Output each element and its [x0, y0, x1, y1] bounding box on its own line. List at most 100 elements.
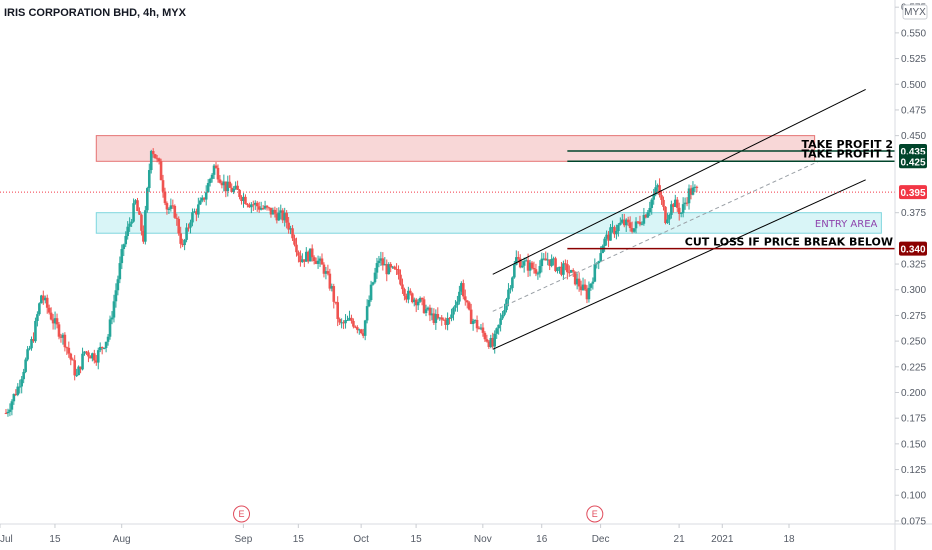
- candle-body: [14, 393, 18, 395]
- candle-body: [487, 341, 491, 347]
- candle-body: [389, 264, 392, 268]
- candle-body: [185, 227, 188, 240]
- candle-body: [371, 282, 375, 285]
- candle-body: [146, 188, 149, 211]
- candle-body: [646, 212, 650, 218]
- candle-body: [440, 317, 444, 320]
- candle-body: [242, 196, 245, 202]
- candle-body: [357, 329, 361, 331]
- candle-body: [540, 258, 544, 267]
- candle-body: [332, 286, 336, 302]
- currency-label: MYX: [904, 7, 926, 18]
- candle-body: [538, 266, 542, 274]
- candle-body: [250, 204, 253, 208]
- candle-body: [568, 272, 571, 274]
- candle-body: [34, 320, 37, 342]
- candle-body: [603, 238, 606, 247]
- earnings-event-label: E: [592, 509, 598, 519]
- candle-body: [662, 199, 665, 207]
- candle-body: [564, 263, 567, 265]
- candle-body: [77, 366, 80, 376]
- channel-lower-line: [492, 179, 866, 350]
- candle-body: [481, 327, 485, 333]
- candle-body: [53, 318, 57, 324]
- candle-body: [391, 266, 394, 268]
- candle-body: [471, 320, 475, 324]
- candle-body: [299, 255, 302, 263]
- candle-body: [681, 204, 685, 213]
- candle-body: [271, 209, 275, 215]
- candle-body: [522, 261, 526, 266]
- candle-body: [463, 296, 467, 301]
- candle-body: [672, 204, 675, 207]
- candle-body: [244, 196, 247, 205]
- candle-body: [10, 401, 14, 410]
- candle-body: [151, 151, 155, 155]
- candle-body: [346, 319, 349, 321]
- candle-body: [361, 333, 365, 336]
- price-axis[interactable]: 0.5750.5500.5250.5000.4750.4500.3750.325…: [895, 3, 926, 528]
- candle-body: [273, 209, 277, 214]
- candle-body: [314, 261, 318, 264]
- candle-body: [67, 347, 71, 354]
- candle-body: [212, 165, 216, 175]
- candle-body: [263, 205, 267, 209]
- y-tick-label: 0.100: [901, 491, 926, 502]
- level-badge: [899, 241, 927, 256]
- candle-body: [330, 286, 334, 289]
- candle-body: [426, 307, 430, 310]
- x-tick-label: Nov: [474, 534, 492, 545]
- candle-body: [338, 318, 341, 323]
- candle-body: [695, 186, 699, 188]
- candle-body: [240, 196, 243, 202]
- currency-box[interactable]: MYX: [902, 4, 928, 20]
- candle-body: [130, 221, 133, 224]
- candle-body: [556, 267, 559, 272]
- candle-body: [352, 320, 355, 327]
- candle-body: [622, 219, 626, 226]
- time-axis[interactable]: Jul 15 Aug Sep 15 Oct 15 Nov 16 Dec 21 2021 18: [0, 524, 795, 545]
- x-tick-label: 15: [411, 534, 423, 545]
- candle-body: [40, 295, 43, 304]
- level-label: TAKE PROFIT 2: [801, 138, 893, 151]
- candle-body: [57, 324, 61, 337]
- candle-body: [648, 207, 652, 213]
- candle-body: [281, 210, 285, 221]
- candle-body: [403, 289, 406, 296]
- current-price-value: 0.395: [900, 188, 925, 199]
- candle-body: [548, 259, 551, 266]
- candle-body: [179, 233, 182, 244]
- candle-body: [73, 360, 76, 376]
- candle-body: [238, 189, 241, 197]
- candle-body: [316, 260, 320, 264]
- candle-body: [644, 214, 648, 218]
- candle-body: [534, 269, 538, 274]
- candle-body: [18, 386, 22, 388]
- candle-body: [293, 238, 296, 245]
- candle-body: [324, 271, 328, 274]
- candle-body: [575, 278, 579, 285]
- candle-body: [577, 278, 581, 287]
- candle-body: [597, 261, 601, 264]
- candle-body: [200, 197, 204, 201]
- candle-body: [638, 221, 642, 225]
- candle-body: [573, 271, 577, 285]
- candle-body: [108, 319, 112, 337]
- candle-body: [32, 339, 35, 342]
- candle-body: [94, 360, 98, 363]
- candle-body: [410, 293, 414, 303]
- candle-body: [28, 348, 31, 350]
- candle-body: [381, 258, 385, 266]
- y-tick-label: 0.225: [901, 362, 926, 373]
- candle-body: [640, 223, 644, 225]
- candle-body: [569, 270, 573, 273]
- candle-body: [116, 279, 120, 291]
- channel-mid-line: [492, 160, 819, 312]
- candle-body: [520, 265, 524, 268]
- candle-body: [363, 320, 367, 336]
- candle-body: [257, 206, 261, 210]
- candle-body: [6, 411, 10, 414]
